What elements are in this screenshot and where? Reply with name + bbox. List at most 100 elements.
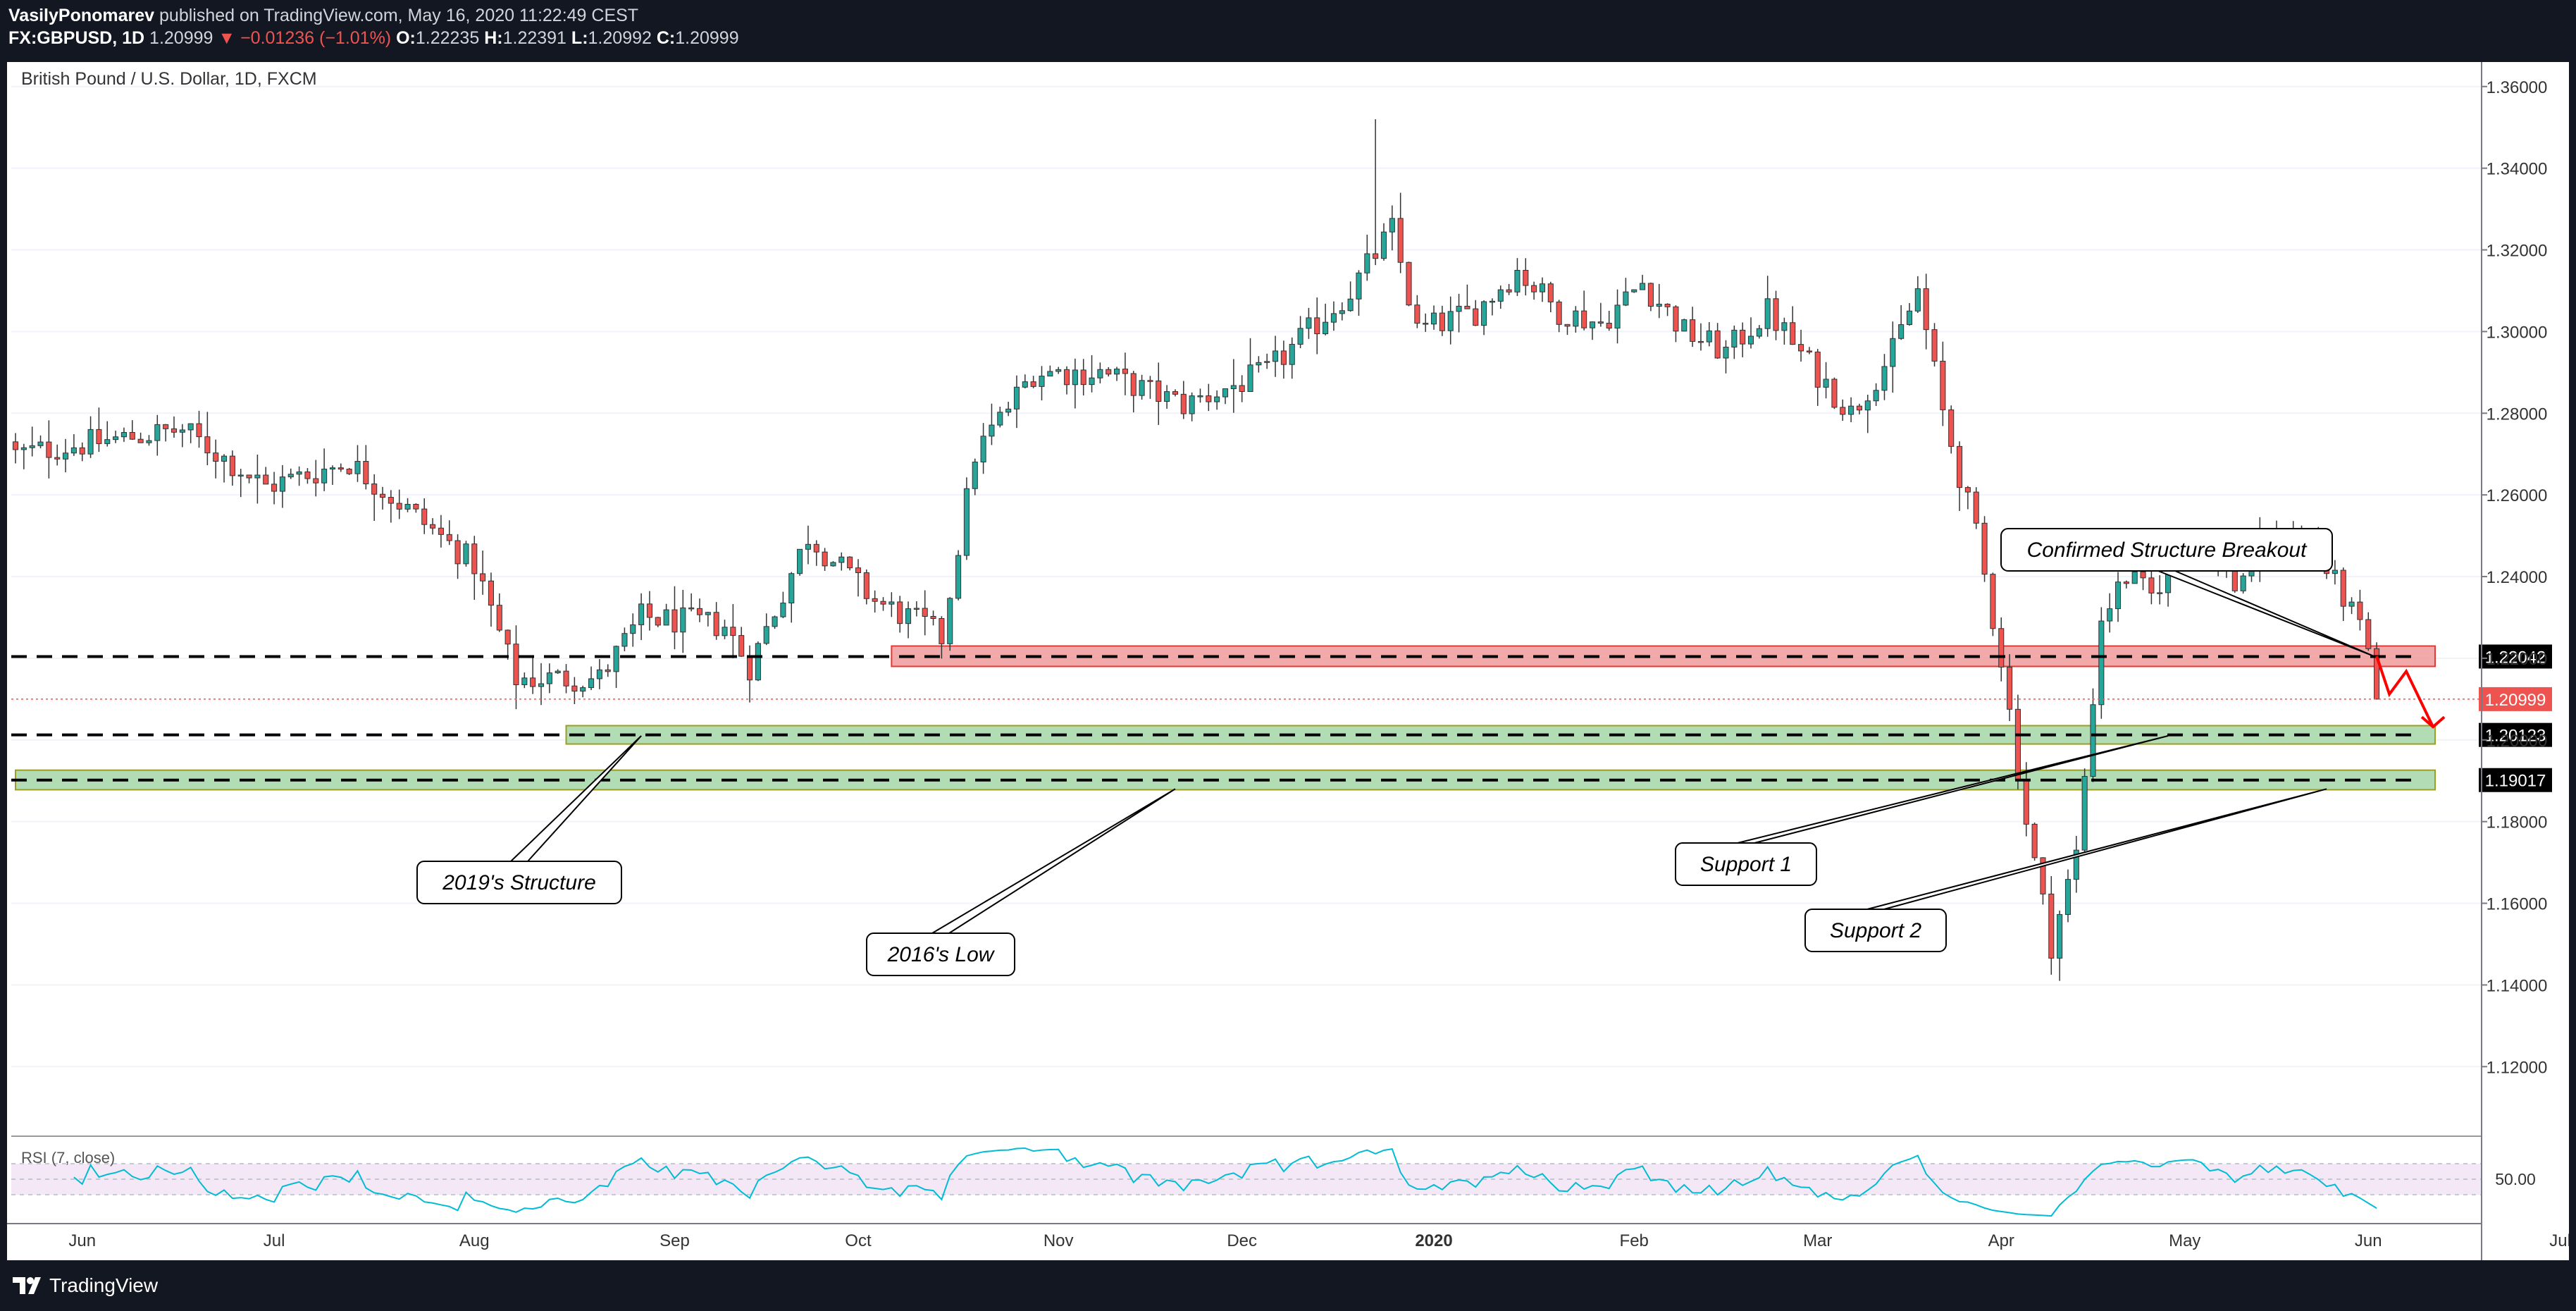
- candle: [221, 455, 228, 462]
- rsi-level-label: 50.00: [2495, 1170, 2536, 1188]
- candle: [29, 445, 35, 448]
- candle: [87, 429, 94, 455]
- candle: [1840, 407, 1846, 415]
- footer-bar: TradingView: [0, 1260, 2576, 1311]
- candle: [1247, 364, 1253, 393]
- candle: [404, 503, 411, 510]
- candle: [1764, 298, 1771, 329]
- price-tick-label-9: 1.18000: [2487, 813, 2548, 832]
- time-tick-label-4: Oct: [845, 1231, 872, 1250]
- candle: [1122, 369, 1128, 374]
- candle: [1373, 253, 1379, 259]
- chart-header: VasilyPonomarev published on TradingView…: [0, 0, 2576, 58]
- candle: [605, 669, 611, 672]
- candle: [338, 467, 344, 470]
- candle: [446, 534, 452, 541]
- price-change: −0.01236 (−1.01%): [240, 28, 392, 48]
- candle: [1923, 288, 1929, 331]
- candle: [646, 603, 652, 618]
- candle: [1114, 369, 1120, 375]
- low-value: 1.20992: [588, 28, 652, 48]
- candle: [705, 612, 711, 615]
- candle: [1297, 328, 1304, 345]
- candle: [722, 627, 728, 636]
- callout-pointer-0: [2157, 570, 2374, 657]
- candle: [1264, 361, 1270, 363]
- callout-box-4: [1804, 909, 1947, 952]
- candle: [772, 616, 778, 627]
- candle: [2140, 571, 2146, 579]
- candle: [1773, 298, 1779, 331]
- price-tick-label-2: 1.32000: [2487, 242, 2548, 261]
- candle: [1740, 329, 1746, 345]
- candle: [1964, 487, 1971, 493]
- callout-text-2: 2016's Low: [887, 943, 996, 966]
- candle: [671, 609, 678, 633]
- level-price-tag-1: [2479, 722, 2552, 747]
- publish-info: published on TradingView.com, May 16, 20…: [159, 6, 639, 25]
- candle: [1714, 330, 1721, 359]
- tradingview-logo-icon[interactable]: [11, 1273, 42, 1298]
- candle: [1055, 369, 1062, 372]
- callout-pointer-3: [1737, 735, 2169, 844]
- candle: [129, 432, 135, 440]
- candle: [1456, 305, 1462, 312]
- current-price-tag: [2479, 687, 2552, 711]
- candle: [204, 436, 211, 454]
- candle: [746, 656, 753, 681]
- candle: [2048, 893, 2055, 959]
- zone-layer: [15, 645, 2436, 791]
- candle: [1072, 369, 1078, 386]
- candle: [229, 455, 235, 476]
- callout-text-3: Support 1: [1700, 853, 1792, 876]
- candle: [1139, 380, 1145, 396]
- brand-name[interactable]: TradingView: [49, 1274, 159, 1296]
- candles-layer: [12, 119, 2380, 981]
- level-price-tag-2: [2479, 768, 2552, 792]
- candle: [1464, 305, 1470, 309]
- callout-pointer-4: [1866, 788, 2327, 910]
- candle: [2098, 620, 2105, 706]
- candle: [797, 548, 803, 574]
- candle: [1931, 329, 1938, 362]
- candle: [1439, 312, 1445, 331]
- candle: [963, 488, 970, 556]
- candle: [1189, 395, 1195, 414]
- candle: [680, 607, 686, 633]
- candle: [1647, 283, 1654, 307]
- low-label: L:: [571, 28, 588, 48]
- time-tick-label-13: Jul: [2549, 1231, 2569, 1250]
- callout-text-4: Support 2: [1830, 919, 1921, 942]
- price-chart[interactable]: 1.22042 1.20123 1.19017 1.20999 Confirmed S…: [7, 62, 2569, 1260]
- author-name[interactable]: VasilyPonomarev: [8, 6, 155, 25]
- candle: [1230, 385, 1237, 390]
- candle: [187, 423, 194, 431]
- price-tick-label-7: 1.22000: [2487, 650, 2548, 669]
- candle: [496, 605, 502, 631]
- candle: [1022, 381, 1028, 388]
- candle: [463, 543, 469, 565]
- candle: [1539, 283, 1546, 293]
- candle: [555, 670, 561, 674]
- time-tick-label-11: May: [2169, 1231, 2200, 1250]
- candle: [1314, 317, 1320, 335]
- candle: [513, 644, 519, 685]
- price-tick-label-0: 1.36000: [2487, 78, 2548, 97]
- down-arrow-icon: ▼: [218, 28, 236, 48]
- candle: [2064, 879, 2072, 915]
- candle: [2332, 570, 2338, 574]
- candle: [1973, 491, 1979, 524]
- candle: [1380, 231, 1387, 259]
- candle: [1414, 304, 1420, 324]
- candle: [596, 669, 602, 679]
- candle: [2031, 823, 2038, 858]
- candle: [872, 598, 878, 602]
- candle: [2374, 648, 2380, 700]
- candle: [1330, 313, 1337, 323]
- candle: [1397, 218, 1404, 263]
- candle: [279, 476, 285, 492]
- candle: [788, 573, 795, 604]
- candle: [1280, 350, 1287, 365]
- candle: [813, 543, 819, 553]
- chart-panel[interactable]: 1.22042 1.20123 1.19017 1.20999 Confirmed S…: [7, 62, 2569, 1260]
